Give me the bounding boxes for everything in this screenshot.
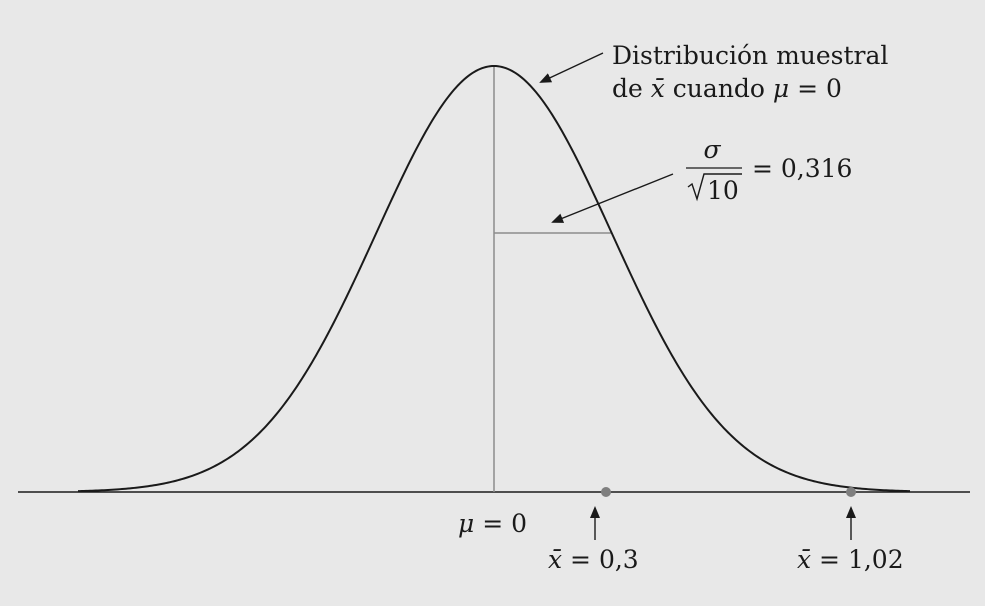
normal-density-curve <box>77 64 911 493</box>
curve-label-suffix: = 0 <box>789 74 842 103</box>
mu-value: = 0 <box>474 509 527 538</box>
xbar2-value: = 1,02 <box>811 545 904 574</box>
sd-denominator: 10 <box>707 176 739 205</box>
curve-label-arrow <box>539 52 604 83</box>
point-xbar-0-3 <box>601 487 611 497</box>
xbar2-label: x̄ = 1,02 <box>797 545 904 574</box>
curve-label-xbar: x̄ <box>651 74 665 103</box>
point-xbar-1-02 <box>846 487 856 497</box>
mu-label: μ = 0 <box>458 509 527 538</box>
xbar1-value: = 0,3 <box>562 545 639 574</box>
curve-label-middle: cuando <box>665 74 773 103</box>
sd-value: = 0,316 <box>752 154 852 183</box>
sd-label-arrow <box>551 173 674 223</box>
curve-label-line1: Distribución muestral <box>612 41 888 70</box>
xbar1-label: x̄ = 0,3 <box>548 545 639 574</box>
xbar2-symbol: x̄ <box>797 545 811 574</box>
curve-label-prefix: de <box>612 74 651 103</box>
mu-symbol: μ <box>458 509 474 538</box>
curve-label-mu: μ <box>773 74 789 103</box>
sqrt-sign <box>687 173 742 202</box>
curve-label-line2: de x̄ cuando μ = 0 <box>612 74 842 103</box>
xbar1-symbol: x̄ <box>548 545 562 574</box>
sd-numerator: σ <box>703 135 721 164</box>
